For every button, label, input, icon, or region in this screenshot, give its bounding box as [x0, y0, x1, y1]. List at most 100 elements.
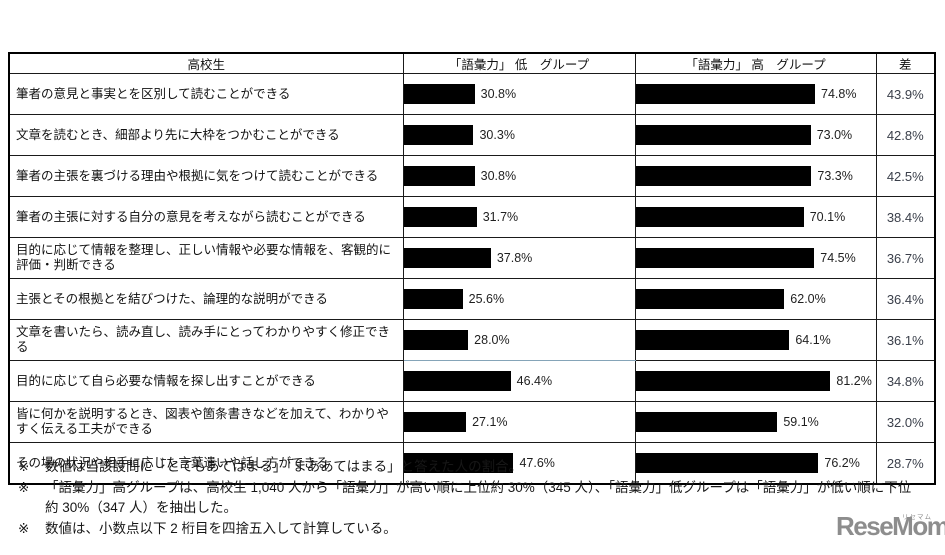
high-group-value: 73.3%	[817, 169, 853, 183]
table-row: 筆者の主張を裏づける理由や根拠に気をつけて読むことができる 30.8% 73.3…	[8, 155, 936, 197]
low-group-bar	[403, 289, 463, 309]
header-high-group: 「語彙力」 高 グループ	[634, 52, 877, 74]
low-group-bar	[403, 330, 469, 350]
note-marker: ※	[18, 520, 30, 536]
low-group-value: 37.8%	[496, 251, 533, 265]
low-group-bar	[403, 166, 475, 186]
low-group-value: 46.4%	[516, 374, 553, 388]
high-group-bar	[635, 166, 812, 186]
high-group-value: 70.1%	[809, 210, 846, 224]
table-row: 皆に何かを説明するとき、図表や箇条書きなどを加えて、わかりやすく伝える工夫ができ…	[8, 401, 936, 443]
high-group-cell: 70.1%	[634, 196, 877, 238]
high-group-cell: 59.1%	[634, 401, 877, 443]
high-group-bar	[635, 84, 816, 104]
low-group-cell: 30.3%	[402, 114, 636, 156]
low-group-bar	[403, 248, 491, 268]
high-group-bar	[635, 125, 811, 145]
row-label: 目的に応じて自ら必要な情報を探し出すことができる	[8, 360, 404, 402]
low-group-bar-track: 37.8%	[403, 240, 635, 276]
table-row: 目的に応じて自ら必要な情報を探し出すことができる 46.4% 81.2% 34.…	[8, 360, 936, 402]
low-group-value: 30.8%	[480, 169, 517, 183]
row-label: 筆者の主張に対する自分の意見を考えながら読むことができる	[8, 196, 404, 238]
high-group-bar-track: 74.5%	[635, 240, 876, 276]
high-group-bar-track: 62.0%	[635, 281, 876, 317]
low-group-bar	[403, 371, 511, 391]
footnote: ※ 数値は当該設問に「とてもあてはまる」「まああてはまる」と答えた人の割合。	[10, 457, 924, 477]
low-group-bar-track: 28.0%	[403, 322, 635, 358]
high-group-bar	[635, 330, 790, 350]
low-group-cell: 47.6%	[402, 442, 636, 485]
table-row: 文章を読むとき、細部より先に大枠をつかむことができる 30.3% 73.0% 4…	[8, 114, 936, 156]
diff-value: 36.7%	[875, 237, 936, 279]
note-text: 数値は、小数点以下 2 桁目を四捨五入して計算している。	[45, 520, 397, 536]
high-group-bar-track: 64.1%	[635, 322, 876, 358]
low-group-value: 30.8%	[480, 87, 517, 101]
footnote: ※ 「語彙力」高グループは、高校生 1,040 人から「語彙力」が高い順に上位約…	[10, 478, 924, 517]
high-group-bar-track: 81.2%	[635, 363, 876, 399]
table-row: 文章を書いたら、読み直し、読み手にとってわかりやすく修正できる 28.0% 64…	[8, 319, 936, 361]
low-group-bar-track: 46.4%	[403, 363, 635, 399]
low-group-value: 27.1%	[472, 415, 508, 429]
low-group-bar-track: 25.6%	[403, 281, 635, 317]
low-group-value: 30.3%	[479, 128, 515, 142]
resemom-logo: リセマム ReseMom.	[836, 511, 945, 547]
header-student: 高校生	[8, 52, 404, 74]
row-label: 目的に応じて情報を整理し、正しい情報や必要な情報を、客観的に評価・判断できる	[8, 237, 404, 279]
low-group-bar	[403, 453, 514, 473]
low-group-value: 25.6%	[468, 292, 505, 306]
low-group-bar	[403, 84, 475, 104]
row-label: 文章を読むとき、細部より先に大枠をつかむことができる	[8, 114, 404, 156]
note-marker: ※	[18, 480, 30, 495]
high-group-cell: 73.0%	[634, 114, 877, 156]
row-label: 筆者の意見と事実とを区別して読むことができる	[8, 73, 404, 115]
row-label: その場の状況や相手に応じた言葉遣いや話し方ができる	[8, 442, 404, 485]
high-group-cell: 74.5%	[634, 237, 877, 279]
low-group-bar-track: 31.7%	[403, 199, 635, 235]
high-group-bar-track: 74.8%	[635, 76, 876, 112]
high-group-cell: 76.2%	[634, 442, 877, 485]
low-group-cell: 31.7%	[402, 196, 636, 238]
high-group-value: 62.0%	[790, 292, 826, 306]
low-group-value: 47.6%	[519, 456, 555, 470]
low-group-cell: 30.8%	[402, 155, 636, 197]
low-group-bar-track: 30.8%	[403, 158, 635, 194]
diff-value: 32.0%	[875, 401, 936, 443]
high-group-cell: 62.0%	[634, 278, 877, 320]
low-group-bar-track: 30.3%	[403, 117, 635, 153]
diff-value: 42.8%	[875, 114, 936, 156]
high-group-value: 74.8%	[821, 87, 857, 101]
note-text: 「語彙力」高グループは、高校生 1,040 人から「語彙力」が高い順に上位約 3…	[45, 480, 912, 515]
high-group-bar	[635, 453, 819, 473]
high-group-bar-track: 73.3%	[635, 158, 876, 194]
table-row: 筆者の主張に対する自分の意見を考えながら読むことができる 31.7% 70.1%…	[8, 196, 936, 238]
high-group-bar	[635, 207, 804, 227]
high-group-cell: 74.8%	[634, 73, 877, 115]
footnote: ※ 数値は、小数点以下 2 桁目を四捨五入して計算している。	[10, 519, 924, 539]
diff-value: 36.4%	[875, 278, 936, 320]
low-group-cell: 27.1%	[402, 401, 636, 443]
high-group-bar-track: 73.0%	[635, 117, 876, 153]
survey-table: 高校生 「語彙力」 低 グループ 「語彙力」 高 グループ 差 筆者の意見と事実…	[8, 52, 936, 485]
high-group-cell: 64.1%	[634, 319, 877, 361]
low-group-bar	[403, 125, 474, 145]
diff-value: 28.7%	[875, 442, 936, 485]
high-group-bar-track: 76.2%	[635, 445, 876, 481]
high-group-bar	[635, 412, 778, 432]
low-group-bar-track: 30.8%	[403, 76, 635, 112]
diff-value: 42.5%	[875, 155, 936, 197]
high-group-value: 74.5%	[820, 251, 856, 265]
high-group-bar	[635, 248, 815, 268]
high-group-bar	[635, 289, 785, 309]
header-diff: 差	[875, 52, 936, 74]
low-group-bar	[403, 412, 467, 432]
high-group-bar-track: 70.1%	[635, 199, 876, 235]
row-label: 文章を書いたら、読み直し、読み手にとってわかりやすく修正できる	[8, 319, 404, 361]
low-group-value: 28.0%	[474, 333, 510, 347]
diff-value: 34.8%	[875, 360, 936, 402]
high-group-value: 64.1%	[795, 333, 831, 347]
low-group-cell: 37.8%	[402, 237, 636, 279]
diff-value: 38.4%	[875, 196, 936, 238]
high-group-cell: 81.2%	[634, 360, 877, 402]
high-group-value: 73.0%	[816, 128, 853, 142]
